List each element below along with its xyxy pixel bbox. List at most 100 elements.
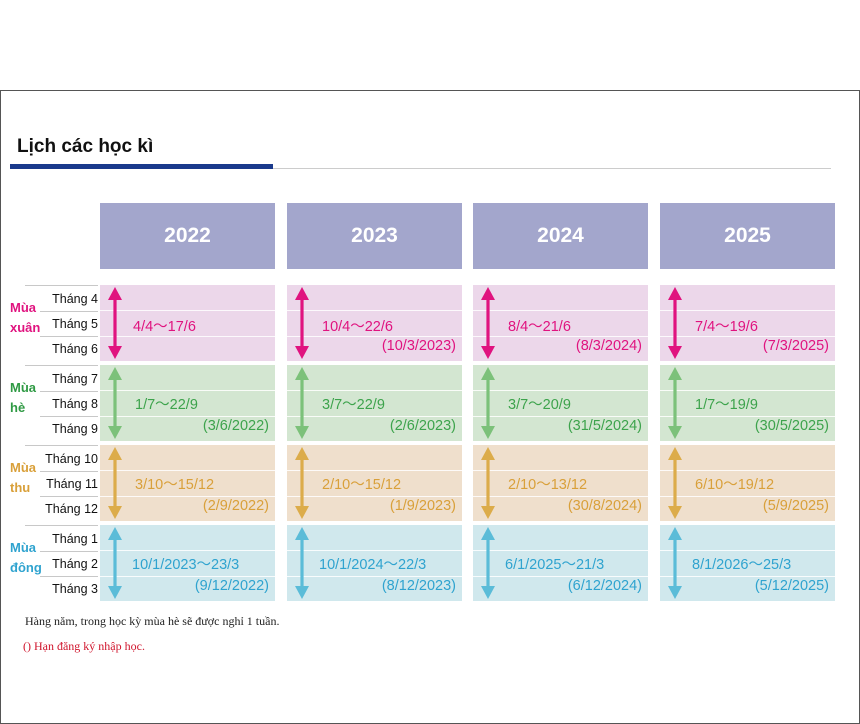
month-label: Tháng 3 — [52, 582, 98, 596]
double-arrow-icon — [481, 527, 495, 599]
semester-cell: 1/7～19/9 (30/5/2025) — [660, 365, 835, 441]
cell-row-divider — [473, 496, 648, 497]
registration-deadline: (9/12/2022) — [194, 578, 269, 594]
double-arrow-icon — [108, 287, 122, 359]
semester-cell: 6/10～19/12 (5/9/2025) — [660, 445, 835, 521]
registration-deadline: (30/8/2024) — [567, 498, 642, 514]
semester-cell: 3/10～15/12 (2/9/2022) — [100, 445, 275, 521]
month-label: Tháng 5 — [52, 317, 98, 331]
semester-cell: 3/7～20/9 (31/5/2024) — [473, 365, 648, 441]
title-underline — [10, 164, 273, 169]
season-label: Mùa đông — [10, 538, 42, 578]
month-divider — [40, 416, 98, 417]
season-label: Mùa thu — [10, 458, 36, 498]
cell-row-divider — [100, 390, 275, 391]
year-header-2022: 2022 — [100, 203, 275, 269]
cell-row-divider — [473, 390, 648, 391]
month-divider — [40, 311, 98, 312]
season-label-line2: thu — [10, 480, 31, 495]
semester-range: 6/10～19/12 — [695, 477, 775, 493]
month-divider — [40, 496, 98, 497]
month-label: Tháng 2 — [52, 557, 98, 571]
month-divider — [25, 285, 98, 286]
year-header-2023: 2023 — [287, 203, 462, 269]
semester-range: 7/4～19/6 — [695, 319, 758, 335]
double-arrow-icon — [668, 447, 682, 519]
double-arrow-icon — [295, 367, 309, 439]
year-header-2024: 2024 — [473, 203, 648, 269]
cell-row-divider — [100, 550, 275, 551]
season-label-line2: đông — [10, 560, 42, 575]
registration-deadline: (6/12/2024) — [567, 578, 642, 594]
season-label-line1: Mùa — [10, 540, 36, 555]
registration-deadline: (31/5/2024) — [567, 418, 642, 434]
month-label: Tháng 6 — [52, 342, 98, 356]
cell-row-divider — [473, 576, 648, 577]
month-divider — [25, 365, 98, 366]
title-divider — [273, 168, 831, 169]
month-divider — [40, 576, 98, 577]
cell-row-divider — [660, 310, 835, 311]
semester-cell: 10/4～22/6 (10/3/2023) — [287, 285, 462, 361]
registration-deadline: (2/9/2022) — [202, 498, 269, 514]
semester-range: 10/1/2024～22/3 — [319, 557, 427, 573]
cell-row-divider — [287, 496, 462, 497]
month-label: Tháng 12 — [45, 502, 98, 516]
double-arrow-icon — [668, 527, 682, 599]
double-arrow-icon — [295, 447, 309, 519]
month-divider — [25, 445, 98, 446]
cell-row-divider — [473, 550, 648, 551]
month-label: Tháng 4 — [52, 292, 98, 306]
registration-deadline: (8/12/2023) — [381, 578, 456, 594]
cell-row-divider — [473, 470, 648, 471]
year-header-2025: 2025 — [660, 203, 835, 269]
semester-range: 4/4～17/6 — [133, 319, 196, 335]
semester-range: 6/1/2025～21/3 — [505, 557, 605, 573]
cell-row-divider — [287, 576, 462, 577]
season-label-line2: xuân — [10, 320, 41, 335]
season-label-line1: Mùa — [10, 300, 36, 315]
registration-deadline: (7/3/2025) — [762, 338, 829, 354]
registration-deadline: (5/9/2025) — [762, 498, 829, 514]
semester-cell: 4/4～17/6 — [100, 285, 275, 361]
cell-row-divider — [473, 310, 648, 311]
registration-deadline: (2/6/2023) — [389, 418, 456, 434]
semester-range: 2/10～15/12 — [322, 477, 402, 493]
season-label-line1: Mùa — [10, 380, 36, 395]
semester-cell: 7/4～19/6 (7/3/2025) — [660, 285, 835, 361]
registration-deadline: (10/3/2023) — [381, 338, 456, 354]
semester-cell: 1/7～22/9 (3/6/2022) — [100, 365, 275, 441]
double-arrow-icon — [668, 367, 682, 439]
double-arrow-icon — [481, 367, 495, 439]
cell-row-divider — [660, 416, 835, 417]
semester-cell: 6/1/2025～21/3 (6/12/2024) — [473, 525, 648, 601]
cell-row-divider — [660, 470, 835, 471]
month-divider — [40, 471, 98, 472]
cell-row-divider — [660, 390, 835, 391]
cell-row-divider — [100, 470, 275, 471]
cell-row-divider — [660, 576, 835, 577]
double-arrow-icon — [481, 287, 495, 359]
registration-deadline: (30/5/2025) — [754, 418, 829, 434]
cell-row-divider — [287, 550, 462, 551]
month-label: Tháng 7 — [52, 372, 98, 386]
semester-range: 8/1/2026～25/3 — [692, 557, 792, 573]
semester-range: 3/7～22/9 — [322, 397, 385, 413]
month-divider — [25, 525, 98, 526]
cell-row-divider — [100, 576, 275, 577]
registration-deadline: (8/3/2024) — [575, 338, 642, 354]
double-arrow-icon — [108, 447, 122, 519]
cell-row-divider — [473, 336, 648, 337]
season-label-line1: Mùa — [10, 460, 36, 475]
semester-range: 3/10～15/12 — [135, 477, 215, 493]
note-summer-break: Hàng năm, trong học kỳ mùa hè sẽ được ng… — [25, 614, 280, 628]
semester-range: 3/7～20/9 — [508, 397, 571, 413]
double-arrow-icon — [668, 287, 682, 359]
double-arrow-icon — [481, 447, 495, 519]
double-arrow-icon — [108, 367, 122, 439]
month-label: Tháng 1 — [52, 532, 98, 546]
month-divider — [40, 551, 98, 552]
cell-row-divider — [100, 496, 275, 497]
cell-row-divider — [287, 390, 462, 391]
cell-row-divider — [287, 416, 462, 417]
